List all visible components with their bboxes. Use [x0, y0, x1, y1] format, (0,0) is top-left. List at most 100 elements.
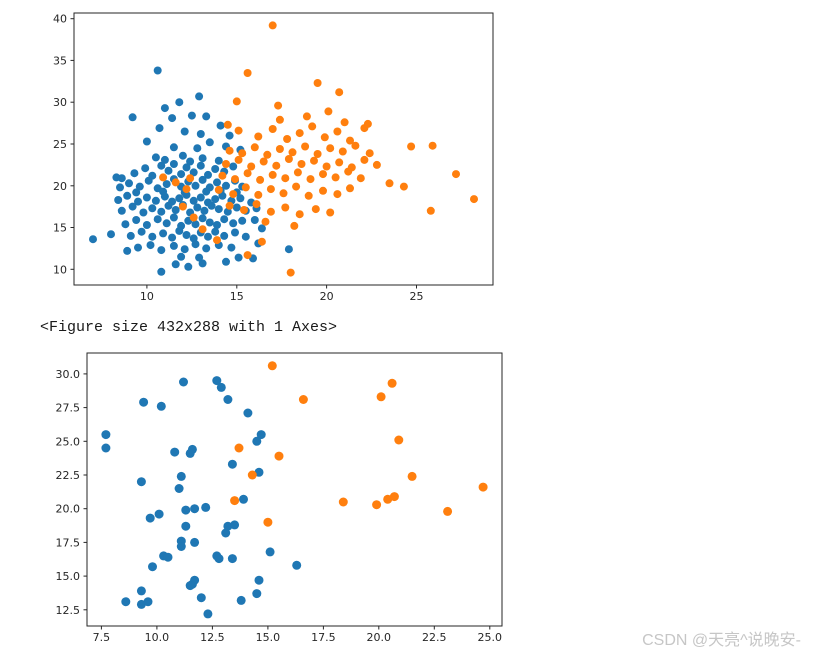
scatter-plot-1: 10 15 20 25 10 15 20 25 30 35 40 [53, 12, 494, 303]
scatter-point [204, 232, 212, 241]
scatter-point [126, 231, 135, 240]
scatter-point [241, 232, 250, 241]
scatter-point [218, 191, 227, 200]
scatter-point [178, 202, 187, 211]
scatter-point [428, 141, 437, 150]
scatter-point [144, 176, 153, 185]
scatter-point [198, 259, 207, 268]
scatter-point [376, 392, 386, 402]
scatter-point [275, 145, 284, 153]
scatter-point [107, 230, 115, 239]
scatter-point [346, 184, 354, 193]
scatter-point [257, 224, 266, 233]
scatter-point [189, 168, 198, 177]
scatter-point [229, 219, 238, 228]
scatter-point [407, 471, 417, 481]
x-tick-label: 25 [410, 290, 424, 303]
scatter-point [320, 133, 329, 142]
scatter-point [223, 521, 233, 531]
scatter-point [225, 146, 234, 155]
scatter-point [117, 206, 126, 215]
y-tick-label: 10 [53, 263, 67, 276]
scatter-point [185, 448, 195, 458]
scatter-point [220, 231, 229, 240]
scatter-point [204, 170, 212, 179]
scatter-point [189, 196, 198, 205]
scatter-figure-1: 10 15 20 25 10 15 20 25 30 35 40 [14, 4, 500, 305]
scatter-point [238, 149, 247, 158]
scatter-point [214, 185, 223, 194]
scatter-point [263, 150, 272, 159]
scatter-point [452, 170, 460, 179]
scatter-point [157, 161, 166, 170]
scatter-point [211, 227, 220, 236]
scatter-point [196, 161, 205, 170]
scatter-point [243, 169, 252, 178]
scatter-point [365, 149, 374, 158]
scatter-point [232, 97, 241, 106]
scatter-point [168, 233, 177, 242]
scatter-point [187, 111, 196, 120]
scatter-point [168, 114, 177, 123]
scatter-point [259, 157, 268, 166]
scatter-point [227, 554, 237, 564]
scatter-point [148, 232, 157, 241]
scatter-point [326, 144, 335, 153]
scatter-point [227, 459, 237, 469]
scatter-point [223, 395, 233, 404]
x-tick-label: 12.5 [200, 631, 225, 644]
scatter-point [205, 218, 214, 227]
scatter-point [189, 213, 198, 222]
scatter-point [274, 451, 284, 461]
scatter-point [319, 186, 327, 195]
scatter-point [141, 164, 150, 173]
scatter-point [301, 142, 310, 151]
scatter-point [176, 542, 186, 551]
scatter-point [306, 175, 315, 184]
scatter-point [148, 204, 157, 213]
scatter-point [121, 220, 130, 229]
y-tick-label: 30.0 [56, 368, 81, 381]
scatter-point [293, 168, 302, 177]
y-tick-label: 30 [53, 96, 67, 109]
scatter-point [344, 167, 353, 176]
scatter-point [156, 401, 166, 411]
scatter-point [142, 137, 151, 146]
scatter-point [265, 547, 275, 557]
scatter-point [195, 92, 204, 101]
scatter-point [142, 221, 151, 229]
scatter-point [266, 207, 275, 216]
scatter-point [154, 509, 164, 519]
scatter-point [157, 246, 166, 255]
scatter-point [203, 609, 213, 619]
scatter-point [117, 174, 126, 183]
scatter-point [153, 66, 162, 75]
scatter-point [302, 112, 311, 121]
scatter-point [304, 191, 313, 200]
scatter-point [169, 143, 178, 152]
scatter-point [123, 191, 132, 200]
scatter-point [214, 554, 224, 564]
scatter-point [225, 131, 234, 140]
scatter-point [281, 203, 290, 212]
scatter-point [214, 156, 223, 165]
scatter-point [190, 537, 200, 547]
scatter-point [254, 132, 263, 141]
scatter-point [243, 69, 252, 77]
y-tick-label: 20 [53, 180, 67, 193]
y-tick-label: 20.0 [56, 503, 81, 516]
y-tick-label: 27.5 [56, 402, 81, 415]
scatter-point [216, 382, 226, 392]
y-tick-label: 22.5 [56, 469, 81, 482]
scatter-point [181, 521, 191, 531]
csdn-watermark: CSDN @天亮^说晚安- [642, 632, 801, 649]
scatter-point [322, 162, 331, 171]
y-tick-label: 35 [53, 54, 67, 67]
scatter-point [407, 142, 416, 151]
scatter-point [191, 220, 200, 229]
scatter-point [243, 251, 252, 260]
scatter-point [311, 205, 320, 214]
scatter-point [231, 228, 239, 237]
scatter-point [198, 214, 207, 223]
scatter-point [153, 215, 162, 224]
